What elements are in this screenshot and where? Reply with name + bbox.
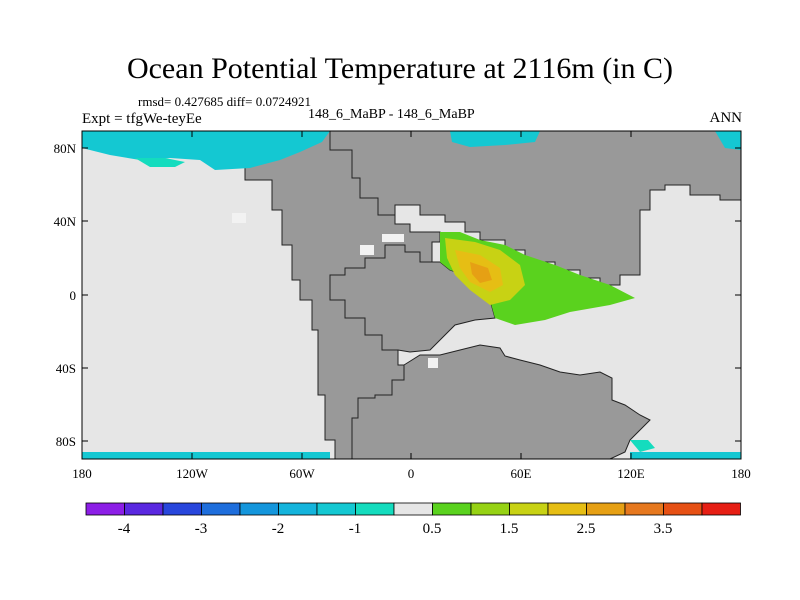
colorbar-swatch	[624, 502, 664, 516]
arctic-cold-anomaly-east	[450, 131, 540, 147]
colorbar-swatch	[278, 502, 318, 516]
warm-anomaly-core	[470, 262, 492, 283]
lon-tick-label: 180	[72, 466, 92, 481]
colorbar-swatch	[162, 502, 202, 516]
lon-tick-label: 60E	[511, 466, 532, 481]
colorbar-swatch	[393, 502, 433, 516]
lat-tick-label: 0	[70, 288, 77, 303]
lat-tick-label: 40S	[56, 361, 76, 376]
colorbar-label: -4	[118, 521, 131, 537]
lon-tick-label: 180	[731, 466, 751, 481]
colorbar-label: 2.5	[577, 521, 596, 537]
colorbar-label: -2	[272, 521, 285, 537]
colorbar-swatch	[701, 502, 741, 516]
arctic-cold-anomaly	[82, 131, 330, 170]
colorbar-swatch	[316, 502, 356, 516]
lon-tick-label: 60W	[289, 466, 315, 481]
map-title: Ocean Potential Temperature at 2116m (in…	[126, 52, 674, 85]
lat-tick-label: 80N	[54, 141, 77, 156]
season-label: ANN	[709, 110, 743, 126]
colorbar-swatch	[124, 502, 164, 516]
coastal-patch	[382, 234, 404, 242]
colorbar-swatch	[547, 502, 587, 516]
coastal-patch	[360, 245, 374, 255]
colorbar-label: 1.5	[500, 521, 519, 537]
coastal-patch	[428, 358, 438, 368]
colorbar-label: 3.5	[654, 521, 673, 537]
colorbar-swatch	[586, 502, 626, 516]
colorbar-swatch	[355, 502, 395, 516]
colorbar-swatch	[201, 502, 241, 516]
lon-tick-label: 120E	[617, 466, 645, 481]
lon-tick-label: 0	[408, 466, 415, 481]
colorbar-swatch	[239, 502, 279, 516]
colorbar-swatch	[85, 502, 125, 516]
colorbar	[85, 502, 741, 516]
run-subtitle: 148_6_MaBP - 148_6_MaBP	[308, 107, 475, 122]
colorbar-swatch	[509, 502, 549, 516]
stats-text: rmsd= 0.427685 diff= 0.0724921	[138, 94, 311, 109]
experiment-label: Expt = tfgWe-teyEe	[82, 111, 202, 127]
tick-marks	[81, 131, 741, 459]
lat-tick-label: 40N	[54, 214, 77, 229]
land-antarctica	[351, 344, 651, 459]
southern-cold-band	[82, 452, 330, 459]
southern-cold-band-east	[630, 452, 741, 459]
lat-tick-label: 80S	[56, 434, 76, 449]
colorbar-swatch	[432, 502, 472, 516]
colorbar-swatch	[663, 502, 703, 516]
coastal-patch	[232, 213, 246, 223]
colorbar-swatch	[470, 502, 510, 516]
southern-cold-patch	[630, 440, 655, 452]
colorbar-label: -3	[195, 521, 208, 537]
arctic-cold-anomaly-west-edge	[135, 158, 185, 167]
colorbar-label: 0.5	[423, 521, 442, 537]
colorbar-label: -1	[349, 521, 362, 537]
arctic-cold-anomaly-far-east	[715, 131, 741, 150]
lon-tick-label: 120W	[176, 466, 209, 481]
